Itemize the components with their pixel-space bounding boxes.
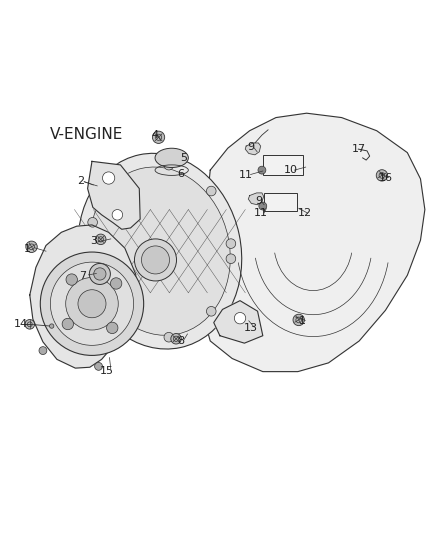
Circle shape xyxy=(25,319,35,329)
Text: 1: 1 xyxy=(299,316,306,326)
Text: 16: 16 xyxy=(378,173,392,183)
Circle shape xyxy=(171,334,181,344)
Polygon shape xyxy=(88,161,140,229)
Circle shape xyxy=(66,274,78,285)
Polygon shape xyxy=(201,113,425,372)
Polygon shape xyxy=(245,143,261,155)
Circle shape xyxy=(164,160,173,170)
Text: 14: 14 xyxy=(14,319,28,329)
Circle shape xyxy=(226,254,236,263)
Text: 4: 4 xyxy=(152,130,159,140)
Text: 8: 8 xyxy=(177,336,184,346)
Text: 11: 11 xyxy=(239,169,253,180)
Circle shape xyxy=(106,322,118,334)
Polygon shape xyxy=(30,225,136,368)
FancyBboxPatch shape xyxy=(263,155,303,174)
Text: 9: 9 xyxy=(255,196,262,206)
Text: 15: 15 xyxy=(100,366,114,376)
Circle shape xyxy=(62,318,74,330)
Circle shape xyxy=(152,131,165,143)
Text: 6: 6 xyxy=(177,168,184,179)
Text: 12: 12 xyxy=(297,208,311,218)
Circle shape xyxy=(141,246,170,274)
Ellipse shape xyxy=(155,148,188,167)
Text: 17: 17 xyxy=(352,144,366,154)
Text: 3: 3 xyxy=(91,236,98,246)
Text: 7: 7 xyxy=(79,271,86,281)
Circle shape xyxy=(66,278,118,330)
Circle shape xyxy=(134,239,177,281)
Text: 13: 13 xyxy=(244,323,258,333)
Text: 1: 1 xyxy=(24,244,31,254)
Circle shape xyxy=(112,209,123,220)
FancyBboxPatch shape xyxy=(264,193,297,211)
Circle shape xyxy=(78,290,106,318)
Text: 2: 2 xyxy=(78,176,85,186)
Circle shape xyxy=(88,217,97,227)
Circle shape xyxy=(376,169,388,181)
Circle shape xyxy=(226,239,236,248)
Circle shape xyxy=(293,314,304,326)
Ellipse shape xyxy=(78,154,242,349)
Circle shape xyxy=(49,324,54,328)
Circle shape xyxy=(118,320,127,330)
Text: 10: 10 xyxy=(284,165,298,175)
Circle shape xyxy=(110,278,122,289)
Text: 5: 5 xyxy=(180,153,187,163)
Circle shape xyxy=(95,362,102,370)
Circle shape xyxy=(234,312,246,324)
Circle shape xyxy=(102,172,115,184)
Circle shape xyxy=(258,166,266,174)
Circle shape xyxy=(50,262,134,345)
Circle shape xyxy=(206,306,216,316)
Circle shape xyxy=(26,241,37,253)
Circle shape xyxy=(118,173,127,182)
Polygon shape xyxy=(248,193,264,205)
Circle shape xyxy=(94,268,106,280)
Text: 11: 11 xyxy=(254,208,268,218)
Text: V-ENGINE: V-ENGINE xyxy=(50,127,124,142)
Circle shape xyxy=(206,186,216,196)
Circle shape xyxy=(40,252,144,356)
Circle shape xyxy=(164,333,173,342)
Polygon shape xyxy=(214,301,263,343)
Circle shape xyxy=(89,263,110,285)
Circle shape xyxy=(259,202,267,210)
Circle shape xyxy=(88,275,97,285)
Ellipse shape xyxy=(89,167,230,335)
Text: 9: 9 xyxy=(247,142,254,152)
Circle shape xyxy=(95,234,106,245)
Circle shape xyxy=(39,346,47,354)
